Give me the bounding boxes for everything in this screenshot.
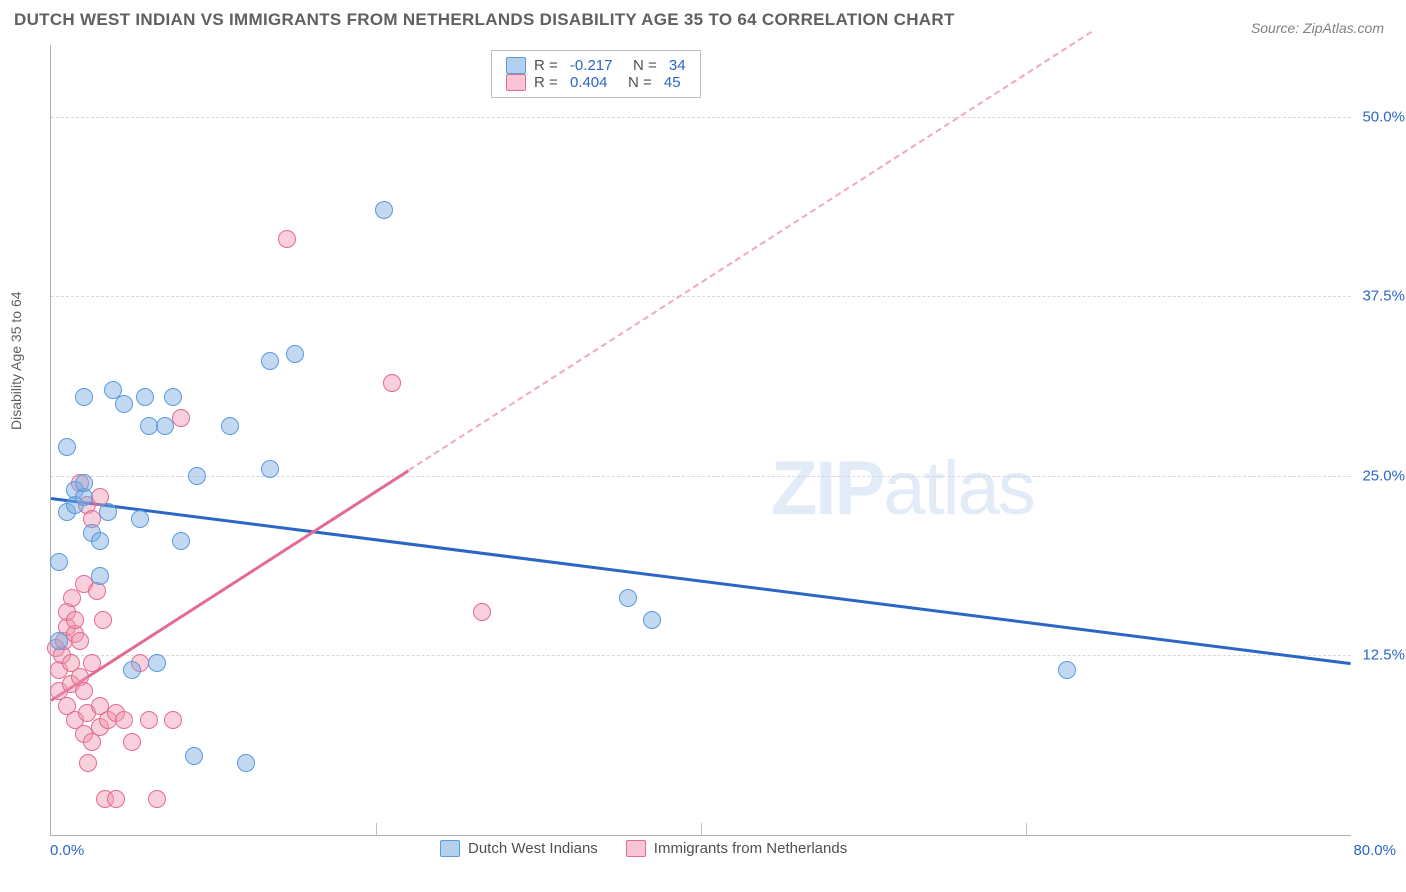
- legend-swatch: [506, 74, 526, 91]
- scatter-point: [107, 790, 125, 808]
- scatter-point: [188, 467, 206, 485]
- scatter-point: [91, 532, 109, 550]
- watermark-thin: atlas: [883, 446, 1034, 531]
- y-axis-label: Disability Age 35 to 64: [8, 291, 24, 430]
- scatter-point: [99, 503, 117, 521]
- legend-row: R = -0.217 N = 34: [506, 57, 686, 74]
- scatter-point: [136, 388, 154, 406]
- x-tick: [376, 823, 377, 835]
- scatter-point: [148, 790, 166, 808]
- scatter-point: [63, 589, 81, 607]
- legend-label: Immigrants from Netherlands: [654, 840, 847, 857]
- n-value: 45: [664, 74, 681, 91]
- scatter-point: [50, 553, 68, 571]
- scatter-point: [115, 711, 133, 729]
- watermark-bold: ZIP: [771, 446, 883, 531]
- n-label: N =: [620, 57, 660, 74]
- legend-swatch: [440, 840, 460, 857]
- watermark: ZIPatlas: [771, 445, 1034, 532]
- scatter-point: [115, 395, 133, 413]
- gridline: [51, 476, 1351, 477]
- gridline: [51, 296, 1351, 297]
- scatter-point: [286, 345, 304, 363]
- y-tick-label: 25.0%: [1362, 467, 1405, 484]
- scatter-point: [185, 747, 203, 765]
- scatter-point: [75, 388, 93, 406]
- source-label: Source: ZipAtlas.com: [1251, 20, 1384, 36]
- r-value: 0.404: [570, 74, 608, 91]
- scatter-point: [91, 567, 109, 585]
- y-tick-label: 37.5%: [1362, 288, 1405, 305]
- chart-title: DUTCH WEST INDIAN VS IMMIGRANTS FROM NET…: [14, 10, 955, 30]
- legend-row: R = 0.404 N = 45: [506, 74, 686, 91]
- scatter-point: [643, 611, 661, 629]
- scatter-point: [164, 711, 182, 729]
- r-value: -0.217: [570, 57, 613, 74]
- correlation-legend: R = -0.217 N = 34R = 0.404 N = 45: [491, 50, 701, 98]
- scatter-point: [473, 603, 491, 621]
- y-tick-label: 50.0%: [1362, 108, 1405, 125]
- trend-line: [51, 497, 1351, 665]
- scatter-point: [75, 682, 93, 700]
- scatter-point: [383, 374, 401, 392]
- scatter-point: [237, 754, 255, 772]
- chart-container: DUTCH WEST INDIAN VS IMMIGRANTS FROM NET…: [0, 0, 1406, 892]
- legend-item: Immigrants from Netherlands: [626, 840, 847, 857]
- n-value: 34: [669, 57, 686, 74]
- scatter-point: [71, 632, 89, 650]
- scatter-point: [83, 654, 101, 672]
- series-legend: Dutch West Indians Immigrants from Nether…: [440, 840, 847, 857]
- scatter-point: [1058, 661, 1076, 679]
- scatter-point: [156, 417, 174, 435]
- scatter-point: [619, 589, 637, 607]
- scatter-point: [278, 230, 296, 248]
- x-tick: [1026, 823, 1027, 835]
- plot-area: ZIPatlas R = -0.217 N = 34R = 0.404 N = …: [50, 45, 1351, 836]
- scatter-point: [58, 438, 76, 456]
- scatter-point: [261, 460, 279, 478]
- legend-swatch: [506, 57, 526, 74]
- x-axis-min-label: 0.0%: [50, 842, 84, 859]
- r-label: R =: [534, 74, 562, 91]
- x-axis-max-label: 80.0%: [1353, 842, 1396, 859]
- y-tick-label: 12.5%: [1362, 647, 1405, 664]
- legend-swatch: [626, 840, 646, 857]
- r-label: R =: [534, 57, 562, 74]
- scatter-point: [172, 409, 190, 427]
- scatter-point: [375, 201, 393, 219]
- scatter-point: [172, 532, 190, 550]
- n-label: N =: [615, 74, 655, 91]
- scatter-point: [221, 417, 239, 435]
- scatter-point: [148, 654, 166, 672]
- scatter-point: [123, 661, 141, 679]
- legend-label: Dutch West Indians: [468, 840, 598, 857]
- legend-item: Dutch West Indians: [440, 840, 598, 857]
- scatter-point: [131, 510, 149, 528]
- scatter-point: [66, 611, 84, 629]
- scatter-point: [261, 352, 279, 370]
- scatter-point: [140, 711, 158, 729]
- scatter-point: [75, 474, 93, 492]
- scatter-point: [94, 611, 112, 629]
- scatter-point: [50, 632, 68, 650]
- scatter-point: [123, 733, 141, 751]
- gridline: [51, 655, 1351, 656]
- scatter-point: [79, 754, 97, 772]
- x-tick: [701, 823, 702, 835]
- gridline: [51, 117, 1351, 118]
- scatter-point: [164, 388, 182, 406]
